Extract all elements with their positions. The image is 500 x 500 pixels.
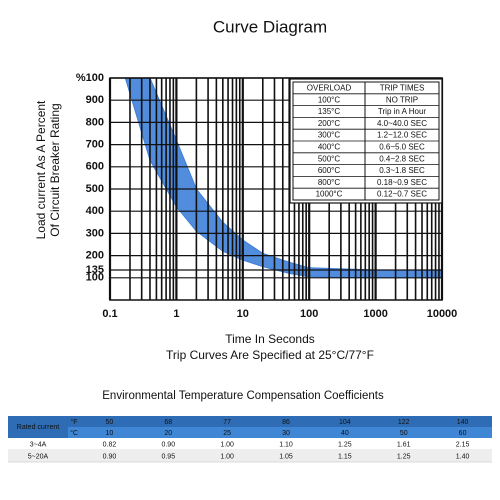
trip-table-cell: NO TRIP xyxy=(386,95,418,104)
table-cell: 1.40 xyxy=(456,453,470,460)
trip-table-cell: 400°C xyxy=(318,143,341,152)
table-header-cell: 20 xyxy=(164,430,172,437)
table-cell: 1.61 xyxy=(397,441,411,448)
x-tick-label: 0.1 xyxy=(102,308,117,320)
table-header-cell: 104 xyxy=(339,419,351,426)
table-cell: 5~20A xyxy=(28,453,49,460)
trip-table-cell: 300°C xyxy=(318,131,341,140)
table-cell: 0.90 xyxy=(103,453,117,460)
y-tick-label: 600 xyxy=(86,161,104,173)
x-tick-label: 100 xyxy=(300,308,318,320)
table-cell: 1.00 xyxy=(220,441,234,448)
trip-table-cell: 0.3~1.8 SEC xyxy=(379,166,425,175)
trip-table-cell: 100°C xyxy=(318,95,341,104)
y-tick-label: 200 xyxy=(86,250,104,262)
table-cell: 3~4A xyxy=(30,441,47,448)
trip-table-cell: 0.18~0.9 SEC xyxy=(377,178,427,187)
table-header-cell: °F xyxy=(70,418,77,426)
table-header-bg xyxy=(8,416,492,427)
trip-table-header: OVERLOAD xyxy=(307,84,352,93)
y-tick-label: 300 xyxy=(86,227,104,239)
table-cell: 0.82 xyxy=(103,441,117,448)
table-row-bg xyxy=(8,450,492,462)
table-cell: 1.10 xyxy=(279,441,293,448)
table-header-cell: 77 xyxy=(223,419,231,426)
y-tick-label: 900 xyxy=(86,94,104,106)
table-corner: Rated current xyxy=(17,424,59,431)
y-tick-label: 800 xyxy=(86,116,104,128)
trip-table-cell: 0.12~0.7 SEC xyxy=(377,190,427,199)
y-axis-label: Of Circuit Breaker Rating xyxy=(48,103,62,236)
trip-table-cell: 500°C xyxy=(318,154,341,163)
table-cell: 1.00 xyxy=(220,453,234,460)
y-axis-label: Load current As A Percent xyxy=(34,100,48,239)
trip-table-cell: 135°C xyxy=(318,107,341,116)
table-header-cell: 40 xyxy=(341,430,349,437)
table-header-cell: 86 xyxy=(282,419,290,426)
trip-table-cell: 0.4~2.8 SEC xyxy=(379,154,425,163)
trip-table-cell: 200°C xyxy=(318,119,341,128)
y-tick-label: 135 xyxy=(86,264,104,276)
table-cell: 0.90 xyxy=(161,441,175,448)
x-axis-label: Time In Seconds xyxy=(225,332,315,346)
table-header-cell: °C xyxy=(70,429,78,437)
table-cell: 1.25 xyxy=(338,441,352,448)
table-header-cell: 30 xyxy=(282,430,290,437)
y-tick-label: 500 xyxy=(86,183,104,195)
table-header-bg xyxy=(68,427,492,438)
table-title: Environmental Temperature Compensation C… xyxy=(102,390,384,402)
table-cell: 1.15 xyxy=(338,453,352,460)
table-cell: 0.95 xyxy=(161,453,175,460)
trip-table-cell: 4.0~40.0 SEC xyxy=(377,119,427,128)
subtitle: Trip Curves Are Specified at 25°C/77°F xyxy=(166,348,374,362)
table-cell: 1.05 xyxy=(279,453,293,460)
chart-title: Curve Diagram xyxy=(213,17,327,36)
trip-table-cell: 1000°C xyxy=(316,190,343,199)
y-tick-label: 100 xyxy=(86,272,104,284)
x-tick-label: 1 xyxy=(173,308,179,320)
trip-table-cell: Trip in A Hour xyxy=(378,107,427,116)
trip-table-cell: 1.2~12.0 SEC xyxy=(377,131,427,140)
trip-table-cell: 800°C xyxy=(318,178,341,187)
y-tick-label: 700 xyxy=(86,139,104,151)
table-row-bg xyxy=(8,438,492,450)
table-cell: 2.15 xyxy=(456,441,470,448)
x-tick-label: 10000 xyxy=(427,308,458,320)
table-header-cell: 10 xyxy=(106,430,114,437)
trip-table-header: TRIP TIMES xyxy=(380,84,425,93)
table-header-cell: 140 xyxy=(457,419,469,426)
table-header-cell: 50 xyxy=(400,430,408,437)
x-tick-label: 10 xyxy=(237,308,249,320)
table-cell: 1.25 xyxy=(397,453,411,460)
x-tick-label: 1000 xyxy=(363,308,387,320)
table-header-cell: 122 xyxy=(398,419,410,426)
y-tick-label: %100 xyxy=(76,72,104,84)
trip-table-cell: 600°C xyxy=(318,166,341,175)
y-tick-label: 400 xyxy=(86,205,104,217)
table-header-cell: 60 xyxy=(459,430,467,437)
table-header-cell: 25 xyxy=(223,430,231,437)
table-header-bg xyxy=(8,427,68,438)
table-header-cell: 50 xyxy=(106,419,114,426)
table-header-cell: 68 xyxy=(164,419,172,426)
trip-table-cell: 0.6~5.0 SEC xyxy=(379,143,425,152)
